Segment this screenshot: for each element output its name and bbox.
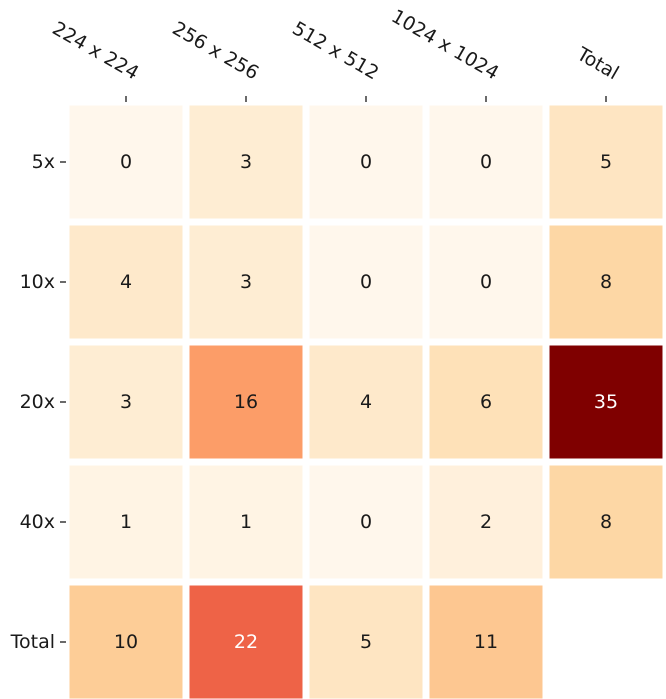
heatmap-cell-r2-c0 [69, 345, 183, 459]
heatmap-cell-r0-c2 [309, 105, 423, 219]
column-tick-label: Total [572, 43, 622, 85]
heatmap-cell-r0-c0 [69, 105, 183, 219]
cell-value-label: 0 [480, 271, 492, 293]
heatmap-cell-r0-c4 [549, 105, 663, 219]
cell-value-label: 0 [360, 511, 372, 533]
cell-value-label: 3 [240, 271, 252, 293]
row-tick-label: 40x [20, 511, 55, 533]
heatmap-cell-r1-c4 [549, 225, 663, 339]
row-tick-labels: 5x 10x 20x 40x Total [10, 151, 66, 653]
heatmap-cell-r2-c2 [309, 345, 423, 459]
cell-value-label: 1 [120, 511, 132, 533]
cell-value-label: 35 [594, 391, 618, 413]
heatmap-cell-r1-c2 [309, 225, 423, 339]
heatmap-cells: 0 3 0 0 54 3 0 0 83 16 4 6 351 1 0 2 810 22 5 11 [69, 105, 663, 699]
cell-value-label: 2 [480, 511, 492, 533]
column-tick-label: 256 x 256 [168, 17, 262, 84]
heatmap-cell-r3-c4 [549, 465, 663, 579]
heatmap-cell-r4-c2 [309, 585, 423, 699]
column-tick-label: 512 x 512 [288, 17, 382, 84]
cell-value-label: 5 [360, 631, 372, 653]
cell-value-label: 6 [480, 391, 492, 413]
heatmap-cell-r3-c2 [309, 465, 423, 579]
heatmap-cell-r0-c1 [189, 105, 303, 219]
cell-value-label: 0 [120, 151, 132, 173]
cell-value-label: 16 [234, 391, 258, 413]
cell-value-label: 4 [360, 391, 372, 413]
heatmap-cell-r1-c3 [429, 225, 543, 339]
cell-value-label: 3 [240, 151, 252, 173]
heatmap-cell-r3-c1 [189, 465, 303, 579]
cell-value-label: 1 [240, 511, 252, 533]
cell-value-label: 8 [600, 271, 612, 293]
cell-value-label: 0 [480, 151, 492, 173]
heatmap-cell-r4-c3 [429, 585, 543, 699]
heatmap-cell-r2-c4 [549, 345, 663, 459]
heatmap-cell-r2-c3 [429, 345, 543, 459]
column-tick-label: 1024 x 1024 [388, 5, 503, 84]
heatmap-cell-r4-c1 [189, 585, 303, 699]
cell-value-label: 11 [474, 631, 498, 653]
heatmap-cell-r1-c0 [69, 225, 183, 339]
row-tick-label: 10x [20, 271, 55, 293]
row-tick-label: 20x [20, 391, 55, 413]
cell-value-label: 4 [120, 271, 132, 293]
heatmap-cell-r1-c1 [189, 225, 303, 339]
cell-value-label: 8 [600, 511, 612, 533]
cell-value-label: 10 [114, 631, 138, 653]
row-tick-label: Total [10, 631, 55, 653]
heatmap-cell-r2-c1 [189, 345, 303, 459]
heatmap-cell-r3-c0 [69, 465, 183, 579]
column-tick-label: 224 x 224 [48, 17, 142, 84]
cell-value-label: 0 [360, 271, 372, 293]
heatmap-cell-r3-c3 [429, 465, 543, 579]
column-tick-labels: 224 x 224 256 x 256 512 x 512 1024 x 1024 To… [48, 5, 623, 102]
row-tick-label: 5x [32, 151, 55, 173]
cell-value-label: 5 [600, 151, 612, 173]
cell-value-label: 22 [234, 631, 258, 653]
cell-value-label: 0 [360, 151, 372, 173]
heatmap-cell-r0-c3 [429, 105, 543, 219]
heatmap-cell-r4-c0 [69, 585, 183, 699]
cell-value-label: 3 [120, 391, 132, 413]
